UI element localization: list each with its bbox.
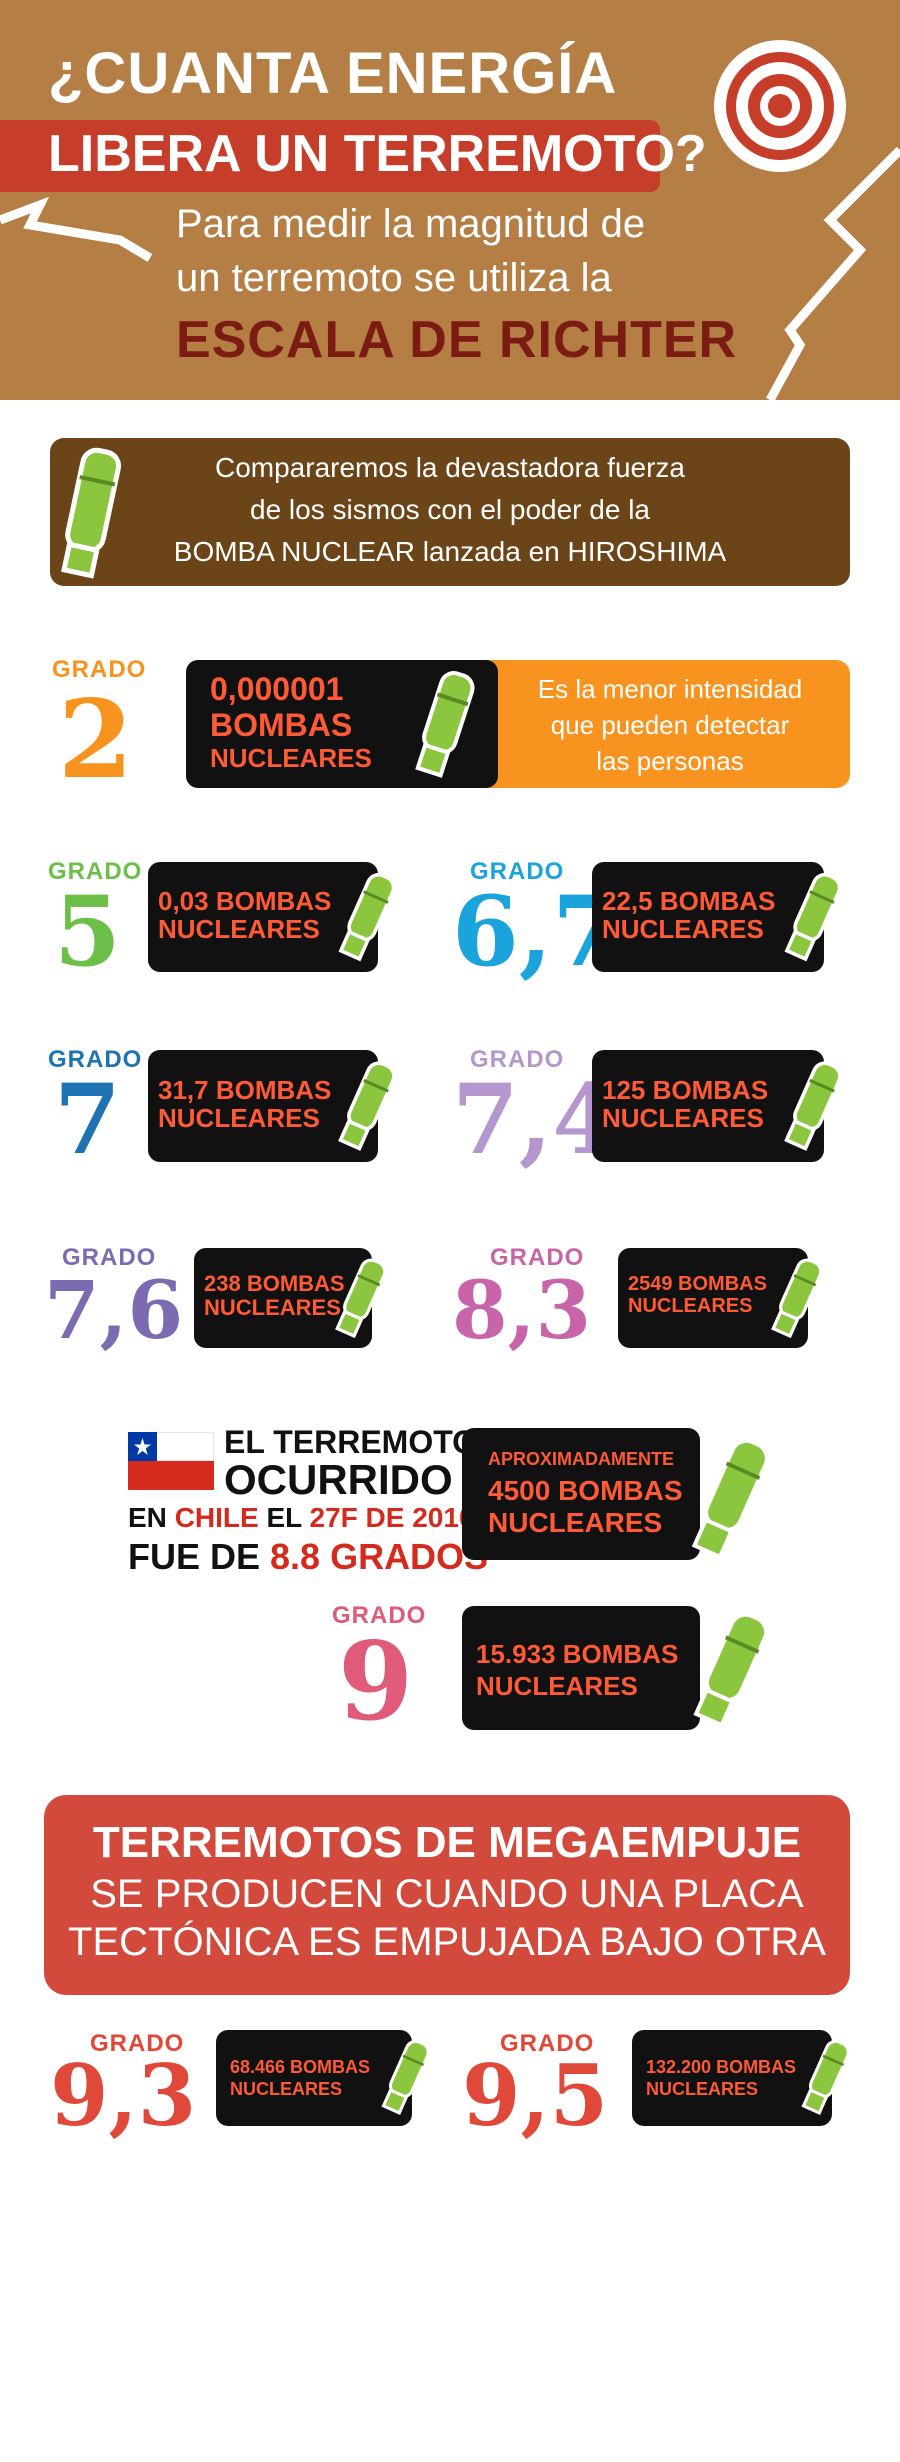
grado-label: GRADO xyxy=(470,858,565,885)
bomb-count-line-1: 68.466 BOMBAS xyxy=(230,2057,371,2077)
bomb-count-line-2: NUCLEARES xyxy=(158,914,320,944)
bomb-count-line-1: 31,7 BOMBAS xyxy=(158,1075,332,1105)
bomb-count-line-1: 15.933 BOMBAS xyxy=(476,1639,679,1669)
bomb-count-line-1: 238 BOMBAS xyxy=(204,1271,345,1296)
title-line-1: ¿CUANTA ENERGÍA xyxy=(48,41,618,106)
bomb-count-line-2: NUCLEARES xyxy=(230,2079,343,2099)
grado-2-note-line-2: que pueden detectar xyxy=(550,710,790,740)
grado-number: 7 xyxy=(54,1063,121,1176)
subtitle-line-2: un terremoto se utiliza la xyxy=(176,256,612,300)
bomb-count-line-1: 22,5 BOMBAS xyxy=(602,886,776,916)
bomb-count-line-2: NUCLEARES xyxy=(646,2079,759,2099)
bomb-icon xyxy=(784,1061,842,1151)
bomb-count-box xyxy=(592,1050,824,1162)
grado-number: 6,7 xyxy=(452,875,620,988)
chile-line-4: FUE DE 8.8 GRADOS xyxy=(128,1536,488,1578)
subtitle-richter: ESCALA DE RICHTER xyxy=(176,311,738,369)
grado-label: GRADO xyxy=(90,2030,185,2057)
chile-line-3-d: 27F DE 2010 xyxy=(309,1502,475,1533)
grado-number: 9,3 xyxy=(50,2046,197,2145)
grado-2-note-line-1: Es la menor intensidad xyxy=(537,674,803,704)
chile-line-4-a: FUE DE xyxy=(128,1536,271,1577)
intro-line-1: Compararemos la devastadora fuerza xyxy=(214,452,685,483)
chile-line-2: OCURRIDO xyxy=(224,1456,453,1503)
bomb-count-line-2: NUCLEARES xyxy=(602,1103,764,1133)
megaempuje-banner xyxy=(44,1795,850,1995)
intro-line-2: de los sismos con el poder de la xyxy=(250,494,650,525)
bomb-count-line-2: BOMBAS xyxy=(210,707,353,743)
chile-line-4-b: 8.8 GRADOS xyxy=(270,1536,489,1577)
bomb-count-line-2: NUCLEARES xyxy=(204,1295,341,1320)
bomb-count-line-2: NUCLEARES xyxy=(158,1103,320,1133)
chile-box-line-1: APROXIMADAMENTE xyxy=(488,1449,675,1469)
grado-label: GRADO xyxy=(52,656,147,683)
grado-number: 8,3 xyxy=(452,1263,592,1357)
bomb-icon xyxy=(691,1438,769,1560)
bomb-count-line-1: 2549 BOMBAS xyxy=(628,1273,767,1295)
chile-line-3-b: CHILE xyxy=(174,1502,259,1533)
bomb-icon xyxy=(381,2039,430,2115)
megaempuje-line-3: TECTÓNICA ES EMPUJADA BAJO OTRA xyxy=(68,1920,826,1964)
bomb-count-line-1: 0,000001 xyxy=(210,671,344,707)
bomb-count-box xyxy=(148,862,378,972)
bomb-icon xyxy=(338,872,396,962)
megaempuje-title: TERREMOTOS DE MEGAEMPUJE xyxy=(92,1818,802,1867)
grado-number: 7,4 xyxy=(452,1063,620,1176)
target-icon xyxy=(714,40,846,172)
grado-2-note-line-3: las personas xyxy=(596,746,744,776)
grado-label: GRADO xyxy=(332,1602,427,1629)
bomb-icon xyxy=(335,1258,387,1339)
subtitle-line-1: Para medir la magnitud de xyxy=(176,202,646,246)
chile-bomb-box xyxy=(462,1428,700,1560)
grado-number: 9 xyxy=(338,1619,414,1745)
bomb-count-line-1: 125 BOMBAS xyxy=(602,1075,769,1105)
bomb-icon xyxy=(415,671,475,778)
bomb-count-line-2: NUCLEARES xyxy=(476,1671,638,1701)
grado-number: 7,6 xyxy=(44,1263,184,1357)
bomb-count-line-2: NUCLEARES xyxy=(602,914,764,944)
header-banner xyxy=(0,0,900,400)
bomb-count-box xyxy=(462,1606,700,1730)
chile-box-line-2: 4500 BOMBAS xyxy=(488,1475,683,1506)
title-red-bar xyxy=(0,120,660,192)
intro-banner xyxy=(50,438,850,586)
bomb-count-line-1: 132.200 BOMBAS xyxy=(646,2057,797,2077)
bomb-icon xyxy=(771,1258,823,1339)
chile-line-3: EN CHILE EL 27F DE 2010 xyxy=(128,1502,475,1534)
grado-label: GRADO xyxy=(490,1244,585,1271)
grado-number: 2 xyxy=(58,677,134,803)
bomb-icon xyxy=(693,1612,769,1728)
bomb-count-line-1: 0,03 BOMBAS xyxy=(158,886,332,916)
bomb-icon xyxy=(801,2039,850,2115)
grado-label: GRADO xyxy=(62,1244,157,1271)
crack-decoration xyxy=(0,146,900,400)
title-line-2: LIBERA UN TERREMOTO? xyxy=(48,125,707,183)
chile-flag-icon xyxy=(128,1432,214,1490)
bomb-count-box xyxy=(632,2030,832,2126)
bomb-count-box xyxy=(592,862,824,972)
chile-line-3-a: EN xyxy=(128,1502,175,1533)
grado-label: GRADO xyxy=(48,858,143,885)
grado-number: 5 xyxy=(54,875,121,988)
bomb-icon xyxy=(784,872,842,962)
chile-line-3-c: EL xyxy=(258,1502,310,1533)
chile-line-1: EL TERREMOTO xyxy=(224,1424,478,1460)
bomb-count-line-3: NUCLEARES xyxy=(210,743,372,773)
bomb-icon xyxy=(61,447,122,579)
grado-label: GRADO xyxy=(470,1046,565,1073)
chile-box-line-3: NUCLEARES xyxy=(488,1507,663,1538)
bomb-count-box xyxy=(216,2030,412,2126)
megaempuje-line-2: SE PRODUCEN CUANDO UNA PLACA xyxy=(90,1872,804,1916)
grado-number: 9,5 xyxy=(462,2046,609,2145)
intro-line-3: BOMBA NUCLEAR lanzada en HIROSHIMA xyxy=(173,536,727,567)
bomb-count-box xyxy=(148,1050,378,1162)
grado-label: GRADO xyxy=(500,2030,595,2057)
grado-label: GRADO xyxy=(48,1046,143,1073)
bomb-icon xyxy=(338,1061,396,1151)
bomb-count-line-2: NUCLEARES xyxy=(628,1295,753,1317)
